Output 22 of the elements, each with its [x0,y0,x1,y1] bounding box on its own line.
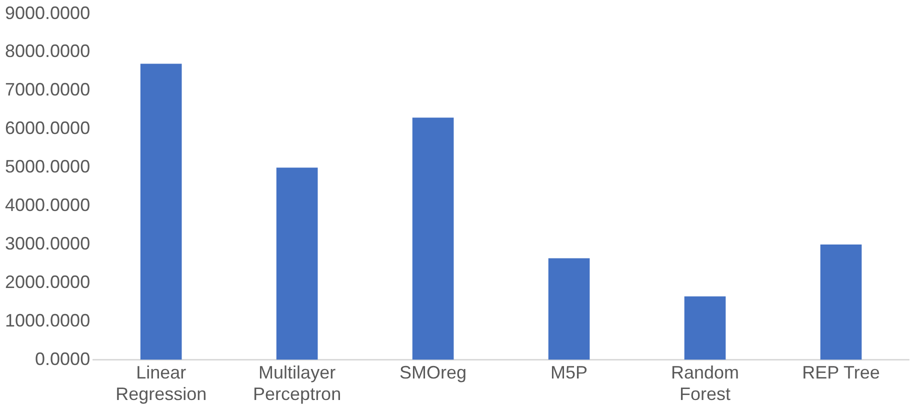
x-tick-label: M5P [550,362,588,383]
bar [276,168,318,360]
bar [820,244,862,360]
x-tick-label: Multilayer Perceptron [253,362,342,404]
y-tick-label: 0.0000 [35,348,90,369]
x-tick-label: Linear Regression [116,362,207,404]
bar [412,118,454,360]
y-tick-label: 1000.0000 [4,310,90,330]
y-tick-label: 7000.0000 [4,80,90,100]
x-tick-label: Random Forest [671,362,740,404]
x-tick-label: REP Tree [802,362,880,383]
y-tick-label: 3000.0000 [4,233,90,254]
y-tick-label: 8000.0000 [4,41,90,62]
y-tick-label: 5000.0000 [4,156,90,177]
bar [140,64,182,360]
y-tick-label: 6000.0000 [4,118,90,138]
y-tick-label: 9000.0000 [4,2,90,23]
x-tick-label: SMOreg [400,362,467,383]
bar [548,258,590,360]
bar [684,296,726,360]
y-tick-label: 4000.0000 [4,194,90,215]
y-tick-label: 2000.0000 [4,272,90,292]
